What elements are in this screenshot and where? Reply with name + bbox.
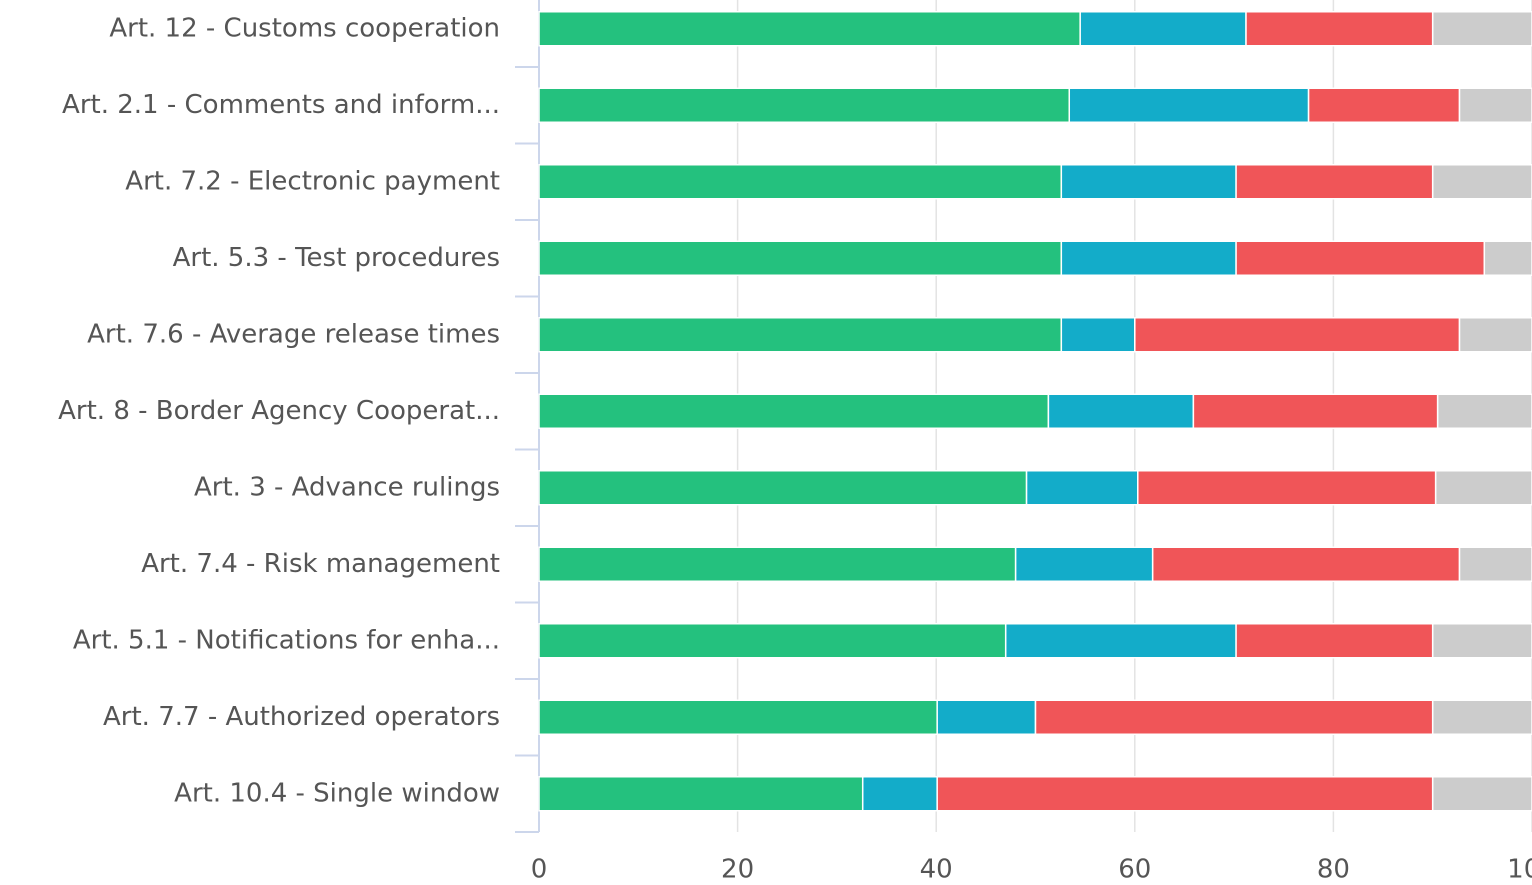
y-tick-label: Art. 7.4 - Risk management: [141, 549, 500, 579]
bar-segment: [538, 240, 1063, 276]
y-tick-label: Art. 5.3 - Test procedures: [173, 243, 500, 273]
bar-segment: [1307, 87, 1461, 123]
bar-segment: [1060, 240, 1237, 276]
bar-segment: [538, 470, 1028, 506]
bar-segment: [1060, 164, 1237, 200]
bar-segment: [1434, 470, 1532, 506]
y-tick-label: Art. 7.6 - Average release times: [87, 319, 500, 349]
bar-segment: [1235, 623, 1434, 659]
bar-segment: [1235, 240, 1486, 276]
bar-segment: [1245, 11, 1434, 47]
bar-segment: [936, 699, 1037, 735]
y-tick-label: Art. 2.1 - Comments and inform...: [62, 90, 500, 120]
bar-segment: [1151, 546, 1461, 582]
bar-segment: [538, 546, 1017, 582]
bar-segment: [1079, 11, 1247, 47]
y-tick-label: Art. 5.1 - Notifications for enha...: [73, 625, 500, 655]
x-tick-label: 20: [721, 855, 754, 885]
x-tick-label: 80: [1317, 855, 1350, 885]
y-tick-label: Art. 8 - Border Agency Cooperat...: [58, 396, 500, 426]
bar-segment: [1235, 164, 1434, 200]
bar-segment: [538, 623, 1007, 659]
bar-segment: [1458, 87, 1532, 123]
bar-segment: [1431, 11, 1532, 47]
bar-segment: [1004, 623, 1237, 659]
x-tick-label: 0: [531, 855, 548, 885]
bar-segment: [1483, 240, 1532, 276]
bar-segment: [1134, 317, 1461, 353]
bar-segment: [1431, 623, 1532, 659]
y-tick-label: Art. 10.4 - Single window: [174, 778, 500, 808]
bar-segment: [1068, 87, 1310, 123]
y-tick-label: Art. 3 - Advance rulings: [194, 472, 500, 502]
bar-segment: [1060, 317, 1136, 353]
bar-segment: [1192, 393, 1439, 429]
bar-segment: [1034, 699, 1434, 735]
bar-segment: [538, 87, 1071, 123]
y-tick-label: Art. 7.7 - Authorized operators: [103, 702, 500, 732]
bar-segment: [538, 164, 1063, 200]
bar-segment: [1458, 317, 1532, 353]
bar-segment: [1014, 546, 1154, 582]
bar-segment: [1047, 393, 1195, 429]
bar-segment: [538, 11, 1081, 47]
y-tick-label: Art. 12 - Customs cooperation: [109, 13, 500, 43]
x-tick-label: 60: [1118, 855, 1151, 885]
bar-segment: [1458, 546, 1532, 582]
bar-segment: [1137, 470, 1437, 506]
x-tick-label: 100: [1507, 855, 1532, 885]
bar-segment: [1025, 470, 1139, 506]
y-tick-label: Art. 7.2 - Electronic payment: [125, 166, 500, 196]
bar-segment: [936, 776, 1434, 812]
bar-segment: [1431, 776, 1532, 812]
bar-segment: [538, 393, 1050, 429]
bar-segment: [538, 699, 938, 735]
bar-segment: [1431, 699, 1532, 735]
bar-segment: [861, 776, 938, 812]
bar-segment: [1436, 393, 1532, 429]
x-tick-label: 40: [920, 855, 953, 885]
bar-segment: [1431, 164, 1532, 200]
bar-segment: [538, 776, 864, 812]
bar-segment: [538, 317, 1063, 353]
